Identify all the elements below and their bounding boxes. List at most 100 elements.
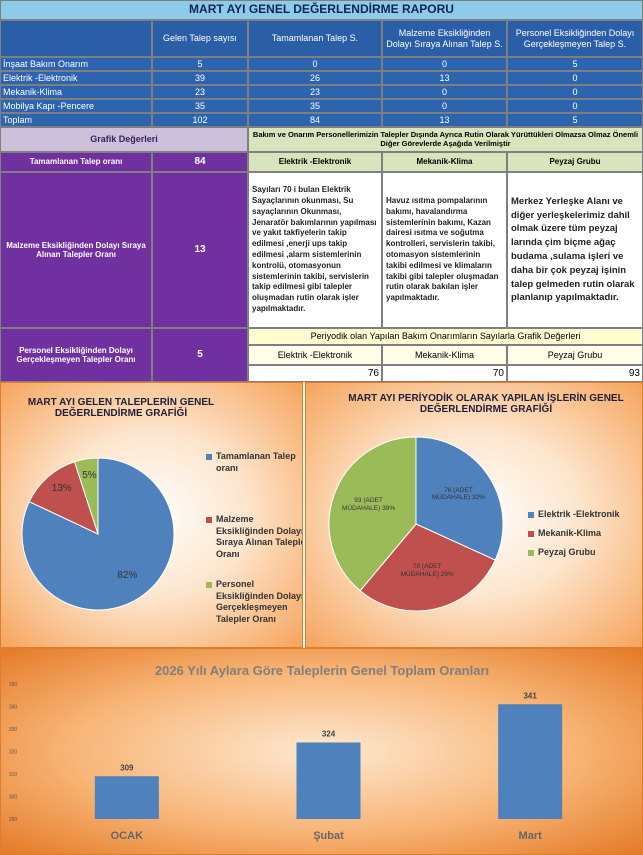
y-tick-label: 290 (9, 817, 18, 823)
table-value: 35 (152, 99, 248, 113)
legend-swatch (206, 454, 212, 460)
table-value: 0 (507, 85, 643, 99)
table-value: 35 (248, 99, 382, 113)
x-tick-label: OCAK (111, 830, 143, 842)
row-label: Mekanik-Klima (0, 85, 152, 99)
routine-text: Merkez Yerleşke Alanı ve diğer yerleşkel… (507, 172, 643, 328)
pie-slice (328, 436, 417, 592)
routine-text: Sayıları 70 i bulan Elektrik Sayaçlarını… (248, 172, 382, 328)
routine-group: Mekanik-Klima (382, 152, 507, 172)
graph-label: Tamamlanan Talep oranı (0, 152, 152, 172)
graph-label: Personel Eksikliğinden Dolayı Gerçekleşm… (0, 328, 152, 382)
column-header: Personel Eksikliğinden Dolayı Gerçekleşm… (507, 20, 643, 57)
table-value: 0 (382, 57, 507, 71)
table-value: 84 (248, 113, 382, 127)
data-label: 309 (120, 763, 134, 772)
table-value: 5 (507, 57, 643, 71)
chart: 2026 Yılı Aylara Göre Taleplerin Genel T… (9, 663, 563, 842)
graph-value: 13 (152, 172, 248, 328)
table-value: 5 (152, 57, 248, 71)
data-label: 324 (322, 730, 336, 739)
legend-swatch (206, 517, 212, 523)
y-tick-label: 330 (9, 727, 18, 733)
row-label: Mobilya Kapı -Pencere (0, 99, 152, 113)
bar (94, 776, 159, 819)
legend-swatch (528, 531, 534, 537)
periodic-group: Elektrik -Elektronik (248, 345, 382, 365)
table-value: 0 (507, 99, 643, 113)
periodic-group: Mekanik-Klima (382, 345, 507, 365)
data-label: 13% (51, 482, 72, 494)
routine-group: Elektrik -Elektronik (248, 152, 382, 172)
legend-label: Mekanik-Klima (538, 528, 602, 538)
table-value: 0 (382, 85, 507, 99)
table-value: 102 (152, 113, 248, 127)
y-tick-label: 320 (9, 750, 18, 756)
periodic-group: Peyzaj Grubu (507, 345, 643, 365)
report-title: MART AYI GENEL DEĞERLENDİRME RAPORU (0, 0, 643, 20)
table-value: 0 (248, 57, 382, 71)
legend-swatch (528, 512, 534, 518)
data-label: 82% (117, 570, 138, 582)
periodic-value: 93 (507, 365, 643, 382)
chart-title: MART AYI GELEN TALEPLERİN GENEL DEĞERLEN… (27, 397, 215, 419)
routine-group: Peyzaj Grubu (507, 152, 643, 172)
pie-panel: MART AYI GELEN TALEPLERİN GENEL DEĞERLEN… (0, 382, 303, 648)
y-tick-label: 300 (9, 795, 18, 801)
column-header: Tamamlanan Talep S. (248, 20, 382, 57)
table-value: 13 (382, 113, 507, 127)
y-tick-label: 350 (9, 682, 18, 688)
table-value: 23 (248, 85, 382, 99)
legend-label: Malzeme Eksikliğinden Dolayı Sıraya Alın… (216, 514, 303, 560)
legend-label: Tamamlanan Talep oranı (216, 451, 296, 473)
row-label: Elektrik -Elektronik (0, 71, 152, 85)
periodic-title: Periyodik olan Yapılan Bakım Onarımların… (248, 328, 643, 345)
data-label: 76 (ADET MÜDAHALE) 32% (431, 486, 485, 502)
periodic-value: 76 (248, 365, 382, 382)
chart (21, 457, 175, 611)
x-tick-label: Şubat (313, 830, 344, 842)
chart-title: MART AYI PERİYODİK OLARAK YAPILAN İŞLERİ… (348, 393, 624, 415)
table-value: 26 (248, 71, 382, 85)
pie-panel: MART AYI PERİYODİK OLARAK YAPILAN İŞLERİ… (305, 382, 643, 648)
data-label: 341 (523, 691, 537, 700)
chart (328, 436, 504, 612)
column-header: Malzeme Eksikliğinden Dolayı Sıraya Alın… (382, 20, 507, 57)
pie-slice (359, 523, 496, 612)
pie-slice (28, 461, 99, 535)
header-corner (0, 20, 152, 57)
data-label: 70 (ADET MÜDAHALE) 29% (400, 563, 454, 578)
pie-slice (415, 436, 504, 561)
graph-value: 84 (152, 152, 248, 172)
graph-label: Malzeme Eksikliğinden Dolayı Sıraya Alın… (0, 172, 152, 328)
chart-title: 2026 Yılı Aylara Göre Taleplerin Genel T… (155, 663, 489, 678)
bar-panel: 2026 Yılı Aylara Göre Taleplerin Genel T… (0, 648, 643, 855)
y-tick-label: 340 (9, 705, 18, 711)
graph-values-title: Grafik Değerleri (0, 127, 248, 152)
graph-value: 5 (152, 328, 248, 382)
table-value: 13 (382, 71, 507, 85)
legend-label: Personel Eksikliğinden Dolayı Gerçekleşm… (216, 579, 303, 625)
table-value: 0 (382, 99, 507, 113)
table-value: 5 (507, 113, 643, 127)
column-header: Gelen Talep sayısı (152, 20, 248, 57)
table-value: 39 (152, 71, 248, 85)
y-tick-label: 310 (9, 772, 18, 778)
bar (296, 742, 361, 819)
legend-label: Peyzaj Grubu (538, 547, 596, 557)
row-label: Toplam (0, 113, 152, 127)
data-label: 5% (82, 469, 97, 481)
legend-label: Elektrik -Elektronik (538, 509, 620, 519)
bar (498, 704, 563, 819)
legend-swatch (206, 582, 212, 588)
pie-slice (73, 457, 99, 535)
data-label: 93 (ADET MÜDAHALE) 39% (342, 496, 396, 512)
table-value: 23 (152, 85, 248, 99)
x-tick-label: Mart (519, 830, 543, 842)
row-label: İnşaat Bakım Onarım (0, 57, 152, 71)
periodic-value: 70 (382, 365, 507, 382)
routine-text: Havuz ısıtma pompalarının bakımı, havala… (382, 172, 507, 328)
table-value: 0 (507, 71, 643, 85)
legend-swatch (528, 550, 534, 556)
